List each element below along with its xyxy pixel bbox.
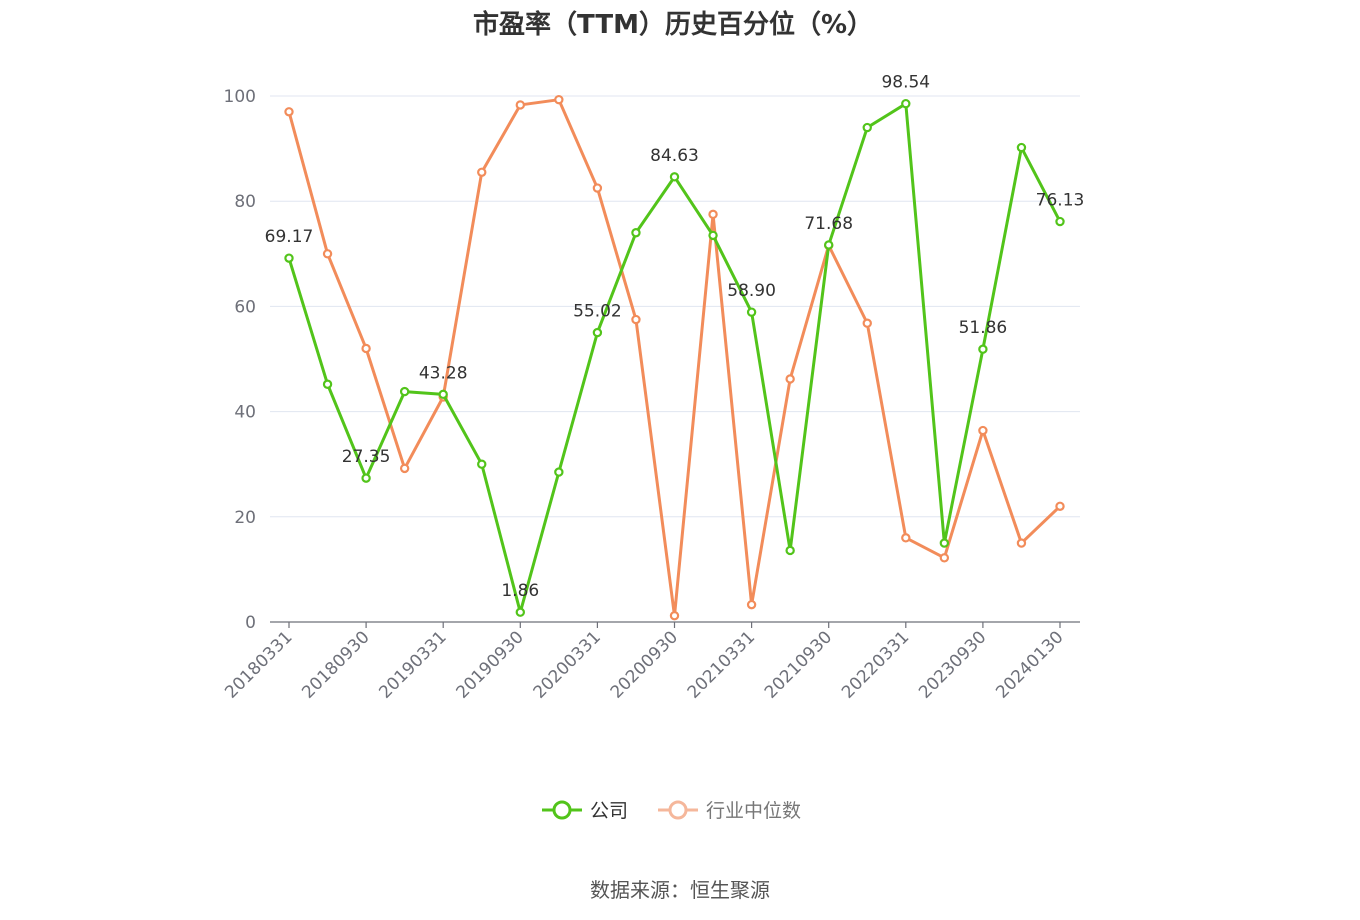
legend-item-1[interactable]: 公司 — [542, 800, 628, 822]
data-point — [862, 122, 872, 133]
data-point — [1055, 216, 1065, 227]
data-point — [322, 249, 333, 259]
data-point — [284, 107, 294, 117]
data-point — [322, 379, 333, 389]
data-label: 43.28 — [419, 363, 468, 383]
data-point — [631, 314, 641, 325]
data-point — [939, 538, 950, 548]
data-point — [554, 94, 564, 105]
data-point — [477, 459, 487, 469]
y-tick-label: 0 — [245, 613, 256, 633]
x-tick-label: 20230930 — [915, 627, 990, 702]
x-tick-label: 20240130 — [992, 627, 1067, 702]
data-point — [978, 344, 988, 354]
data-point — [361, 343, 371, 354]
data-point — [554, 467, 564, 477]
data-point — [399, 463, 410, 474]
data-label: 71.68 — [804, 214, 853, 234]
data-point — [669, 172, 680, 182]
data-label: 58.90 — [727, 281, 776, 301]
data-label: 1.86 — [501, 581, 539, 601]
data-label: 69.17 — [265, 227, 314, 247]
legend-label: 公司 — [590, 800, 628, 822]
data-label: 98.54 — [881, 73, 930, 93]
data-point — [399, 386, 410, 397]
data-label: 27.35 — [342, 447, 391, 467]
data-point — [901, 533, 911, 543]
data-point — [592, 327, 603, 338]
data-point — [361, 473, 371, 483]
data-label: 55.02 — [573, 302, 622, 322]
series-group — [284, 94, 1065, 621]
y-tick-label: 40 — [234, 403, 256, 423]
data-point — [515, 607, 526, 617]
data-point — [708, 230, 718, 241]
data-point — [631, 228, 641, 238]
data-point — [785, 374, 795, 384]
legend-marker — [668, 800, 688, 820]
x-tick-label: 20220331 — [838, 627, 913, 702]
data-point — [824, 240, 834, 250]
chart-title: 市盈率（TTM）历史百分位（%） — [473, 10, 873, 40]
grid-lines — [270, 95, 1080, 518]
y-tick-label: 100 — [224, 87, 256, 107]
legend-label: 行业中位数 — [706, 800, 801, 822]
data-point — [785, 545, 795, 556]
y-axis: 0 20 40 60 80 100 — [224, 87, 256, 633]
data-point — [978, 425, 988, 436]
data-point — [284, 253, 294, 263]
x-axis: 20180331 20180930 20190331 20190930 20200331… — [221, 621, 1080, 703]
x-tick-label: 20210930 — [761, 627, 836, 702]
data-label: 76.13 — [1036, 191, 1085, 211]
x-tick-label: 20200331 — [530, 627, 605, 702]
data-point — [862, 318, 872, 328]
data-point — [746, 307, 757, 317]
data-point — [477, 167, 487, 177]
data-point — [1016, 538, 1027, 548]
data-point — [592, 183, 603, 193]
legend[interactable]: 公司 行业中位数 — [542, 800, 801, 822]
data-point — [438, 389, 448, 400]
x-tick-label: 20190331 — [375, 627, 450, 702]
y-tick-label: 20 — [234, 508, 256, 528]
data-point — [1055, 501, 1065, 511]
data-label: 84.63 — [650, 146, 699, 166]
data-source-note: 数据来源：恒生聚源 — [590, 878, 770, 902]
x-tick-label: 20200930 — [607, 627, 682, 702]
data-point — [746, 599, 757, 610]
x-tick-label: 20180930 — [298, 627, 373, 702]
x-tick-label: 20210331 — [684, 627, 759, 702]
data-labels: 69.17 27.35 43.28 1.86 55.02 84.63 58.90 71.68 9… — [265, 73, 1085, 602]
y-tick-label: 80 — [234, 192, 256, 212]
data-point — [669, 610, 680, 621]
x-tick-label: 20180331 — [221, 627, 296, 702]
legend-item-2[interactable]: 行业中位数 — [658, 800, 801, 822]
data-point — [515, 100, 526, 110]
y-tick-label: 60 — [234, 297, 256, 317]
data-label: 51.86 — [959, 318, 1008, 338]
data-point — [708, 209, 718, 220]
legend-marker — [552, 800, 572, 820]
data-point — [939, 553, 950, 563]
x-tick-label: 20190930 — [453, 627, 528, 702]
data-point — [901, 98, 911, 109]
data-point — [1016, 142, 1027, 153]
